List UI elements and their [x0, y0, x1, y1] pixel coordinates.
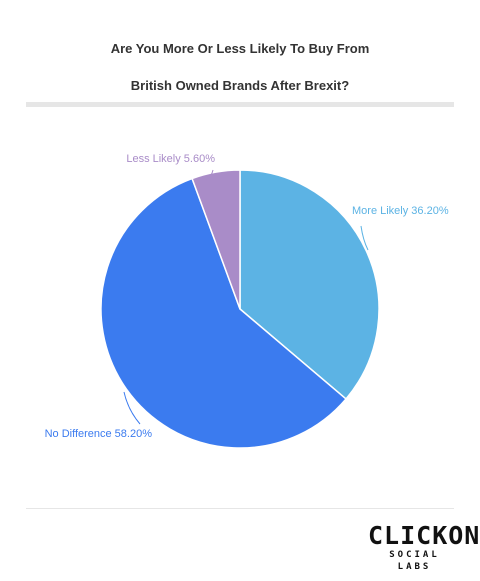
slice-label-no-difference: No Difference 58.20%: [45, 428, 153, 440]
leader-line-less-likely: [203, 169, 214, 183]
pie-slice-less-likely: [191, 169, 241, 310]
leader-line-more-likely: [360, 225, 369, 251]
chart-title-line-2: British Owned Brands After Brexit?: [130, 78, 350, 93]
footer-divider: [26, 508, 454, 509]
leader-line-no-difference: [123, 391, 141, 425]
clickon-logo: CLICKON SOCIAL LABS: [368, 521, 480, 573]
chart-title-line-1: Are You More Or Less Likely To Buy From: [110, 41, 370, 56]
logo-wordmark: CLICKON: [368, 521, 480, 550]
title-divider: [26, 102, 454, 107]
slice-label-less-likely: Less Likely 5.60%: [126, 153, 215, 165]
pie-slice-more-likely: [239, 169, 380, 400]
slice-label-more-likely: More Likely 36.20%: [352, 205, 449, 217]
pie-slice-no-difference: [100, 177, 348, 449]
logo-tagline: SOCIAL LABS: [389, 550, 440, 572]
